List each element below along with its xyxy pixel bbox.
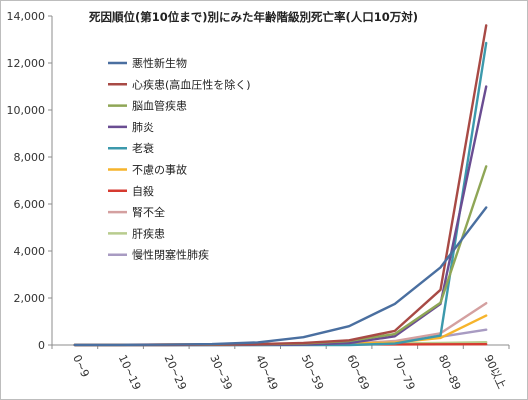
legend-label: 慢性閉塞性肺疾: [132, 248, 209, 262]
x-tick-label: 20~29: [162, 353, 190, 392]
y-tick-label: 10,000: [7, 104, 46, 117]
y-tick-label: 12,000: [7, 57, 46, 70]
legend-label: 肝疾患: [132, 226, 165, 240]
legend-label: 不慮の事故: [132, 163, 187, 177]
x-tick-label: 30~39: [207, 353, 235, 392]
legend-label: 腎不全: [132, 205, 165, 219]
x-tick-label: 10~19: [116, 353, 144, 392]
y-tick-label: 6,000: [14, 198, 46, 211]
x-tick-label: 60~69: [344, 353, 372, 392]
legend-label: 自殺: [132, 184, 154, 198]
y-tick-label: 8,000: [14, 151, 46, 164]
x-tick-label: 50~59: [299, 353, 327, 392]
y-tick-label: 14,000: [7, 10, 46, 23]
x-tick-label: 40~49: [253, 353, 281, 392]
y-tick-label: 2,000: [14, 292, 46, 305]
x-tick-label: 70~79: [390, 353, 418, 392]
x-tick-label: 80~89: [436, 353, 464, 392]
chart-title: 死因順位(第10位まで)別にみた年齢階級別死亡率(人口10万対): [89, 10, 418, 24]
x-tick-label: 90以上: [481, 353, 508, 391]
legend-label: 脳血管疾患: [132, 99, 187, 113]
x-tick-label: 0~9: [70, 353, 92, 380]
legend-label: 悪性新生物: [132, 56, 187, 70]
legend-label: 心疾患(高血圧性を除く): [132, 77, 251, 91]
y-tick-label: 0: [38, 339, 45, 352]
series-line: [73, 206, 488, 347]
legend-label: 老衰: [132, 141, 154, 155]
legend-label: 肺炎: [132, 121, 154, 134]
y-tick-label: 4,000: [14, 245, 46, 258]
